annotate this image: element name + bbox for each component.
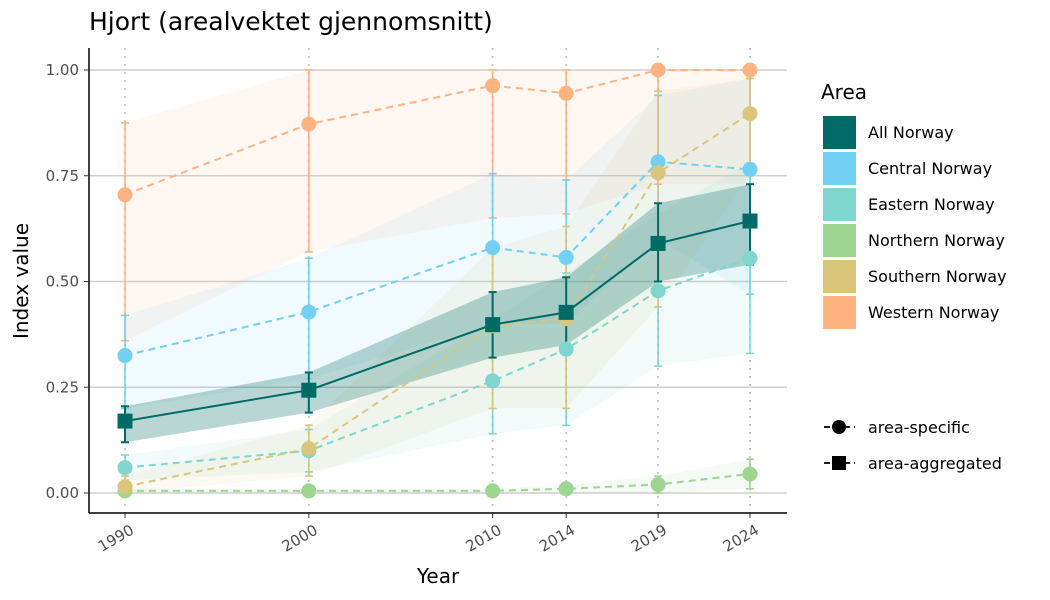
legend-square-marker (832, 456, 846, 470)
legend-label-southern-norway: Southern Norway (868, 267, 1007, 286)
point-central-norway-2010 (485, 240, 501, 256)
axes (88, 48, 787, 514)
point-western-norway-2024 (742, 62, 758, 78)
x-tick-label-4: 2019 (628, 521, 670, 556)
x-tick-label-3: 2014 (536, 521, 578, 556)
legend-swatch-eastern-norway (823, 188, 856, 221)
legend-swatch-western-norway (823, 296, 856, 329)
point-all-norway-2000 (301, 382, 317, 398)
x-tick-label-1: 2000 (279, 521, 321, 556)
legend-item-northern-norway: Northern Norway (823, 224, 1005, 257)
point-western-norway-2010 (485, 78, 501, 94)
legend-item-southern-norway: Southern Norway (823, 260, 1007, 293)
series-line-all-norway (124, 220, 751, 423)
legend-shape-label-1: area-aggregated (868, 454, 1002, 473)
x-ticks: 1990 2000 2010 2014 2019 2024 (95, 513, 762, 556)
legend-label-all-norway: All Norway (868, 123, 954, 142)
point-southern-norway-2000 (301, 441, 317, 457)
legend-shape-items: area-specific area-aggregated (824, 418, 1002, 473)
point-western-norway-2000 (301, 116, 317, 132)
point-all-norway-2019 (650, 235, 666, 251)
ribbon-western-norway (125, 70, 750, 341)
point-all-norway-2014 (558, 304, 574, 320)
confidence-ribbons (125, 70, 750, 494)
series-line-southern-norway (124, 112, 751, 488)
point-all-norway-2010 (485, 317, 501, 333)
y-axis-title: Index value (9, 223, 33, 339)
legend-label-central-norway: Central Norway (868, 159, 992, 178)
point-eastern-norway-2010 (485, 373, 501, 389)
point-central-norway-2024 (742, 161, 758, 177)
legend-label-western-norway: Western Norway (868, 303, 999, 322)
point-central-norway-2019 (650, 154, 666, 170)
legend-label-northern-norway: Northern Norway (868, 231, 1005, 250)
legend-shape-area-specific: area-specific (824, 418, 970, 437)
y-tick-label-2: 0.50 (46, 273, 79, 291)
chart-title: Hjort (arealvektet gjennomsnitt) (89, 7, 493, 36)
legend-item-western-norway: Western Norway (823, 296, 999, 329)
point-northern-norway-2010 (485, 483, 501, 499)
x-tick-label-0: 1990 (95, 521, 137, 556)
ribbon-southern-norway (125, 78, 750, 494)
legend-circle-marker (832, 420, 846, 434)
point-all-norway-2024 (742, 213, 758, 229)
point-southern-norway-2024 (742, 106, 758, 122)
point-northern-norway-2014 (558, 481, 574, 497)
legend-area-items: All Norway Central Norway Eastern Norway No… (823, 116, 1007, 329)
point-northern-norway-2000 (301, 483, 317, 499)
point-eastern-norway-2024 (742, 250, 758, 266)
ribbon-central-norway (125, 78, 750, 409)
point-eastern-norway-2019 (650, 283, 666, 299)
point-eastern-norway-1990 (117, 460, 133, 476)
point-western-norway-2014 (558, 85, 574, 101)
x-tick-label-2: 2010 (463, 521, 505, 556)
ribbon-all-norway (125, 184, 750, 443)
y-tick-label-1: 0.25 (46, 378, 79, 396)
x-tick-label-5: 2024 (720, 521, 762, 556)
series-lines (124, 69, 751, 492)
series-points (117, 62, 758, 499)
error-bar-western-norway-2000 (304, 69, 313, 253)
legend-item-eastern-norway: Eastern Norway (823, 188, 995, 221)
legend-item-central-norway: Central Norway (823, 152, 992, 185)
legend-swatch-all-norway (823, 116, 856, 149)
point-central-norway-2014 (558, 249, 574, 265)
ribbon-northern-norway (125, 459, 750, 493)
legend-title: Area (821, 80, 867, 104)
legend-shape-label-0: area-specific (868, 418, 970, 437)
legend: Area All Norway Central Norway Eastern Nor… (821, 80, 1007, 473)
series-line-western-norway (124, 69, 750, 196)
legend-swatch-southern-norway (823, 260, 856, 293)
point-southern-norway-2019 (650, 165, 666, 181)
point-central-norway-1990 (117, 348, 133, 364)
legend-shape-area-aggregated: area-aggregated (824, 454, 1002, 473)
legend-swatch-northern-norway (823, 224, 856, 257)
x-axis-title: Year (416, 564, 460, 588)
point-eastern-norway-2014 (558, 341, 574, 357)
point-western-norway-1990 (117, 187, 133, 203)
legend-label-eastern-norway: Eastern Norway (868, 195, 995, 214)
point-northern-norway-2019 (650, 477, 666, 493)
y-ticks: 0.00 0.25 0.50 0.75 1.00 (46, 61, 89, 502)
y-tick-label-4: 1.00 (46, 61, 79, 79)
y-tick-label-3: 0.75 (46, 167, 79, 185)
legend-item-all-norway: All Norway (823, 116, 954, 149)
point-northern-norway-2024 (742, 466, 758, 482)
series-line-eastern-norway (124, 257, 751, 469)
point-all-norway-1990 (117, 413, 133, 429)
y-tick-label-0: 0.00 (46, 484, 79, 502)
ribbon-eastern-norway (125, 163, 750, 481)
point-central-norway-2000 (301, 304, 317, 320)
grid (89, 69, 787, 494)
legend-swatch-central-norway (823, 152, 856, 185)
point-southern-norway-1990 (117, 479, 133, 495)
point-western-norway-2019 (650, 62, 666, 78)
